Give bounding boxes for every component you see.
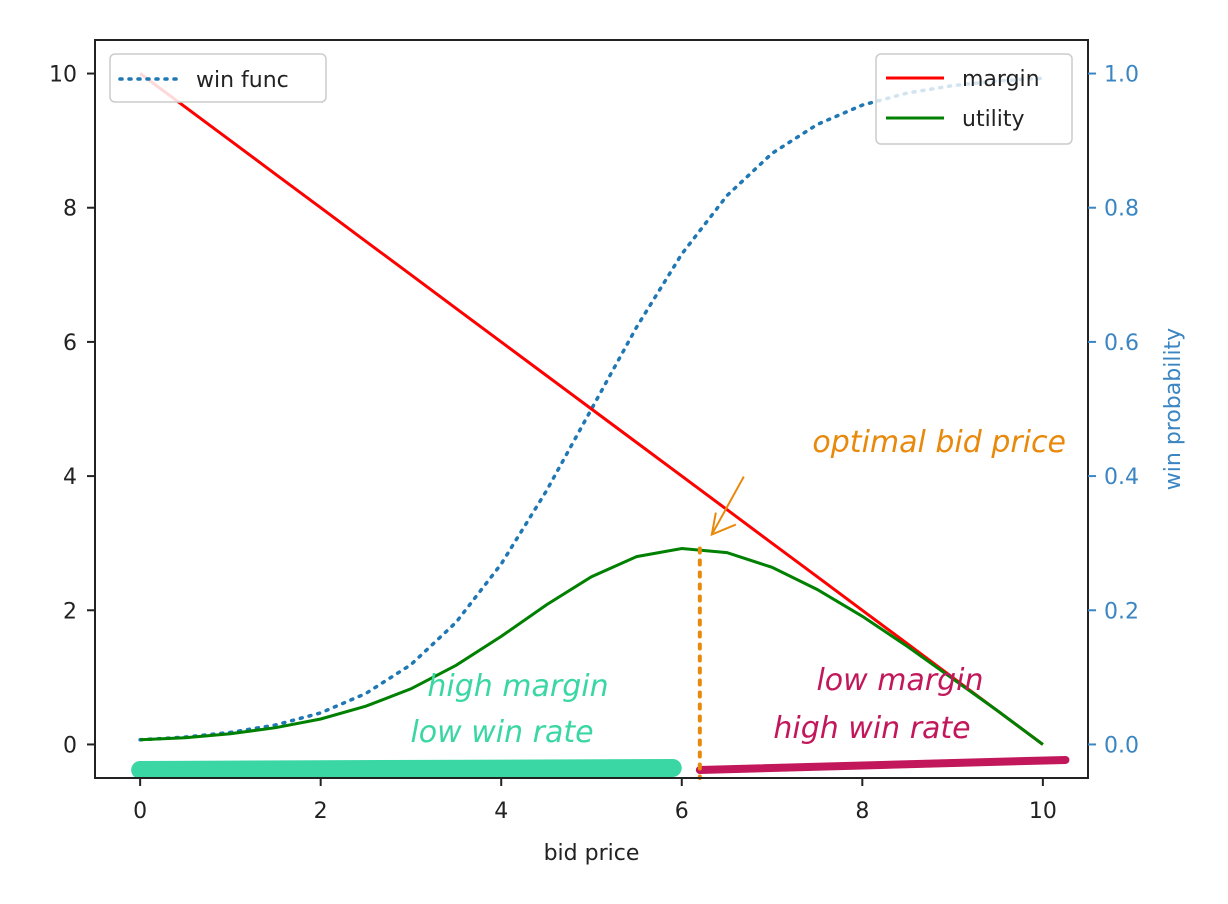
y-tick-label: 0: [63, 733, 77, 758]
y-tick-label: 8: [63, 197, 77, 222]
x-tick-label: 4: [494, 799, 508, 824]
x-tick-label: 8: [855, 799, 869, 824]
right-y-tick-label: 0.4: [1104, 465, 1139, 490]
legend-label-margin: margin: [962, 67, 1040, 92]
optimal-bid-arrow: [710, 476, 745, 536]
low-win-rate-label: low win rate: [410, 715, 593, 750]
high-margin-label: high margin: [427, 669, 608, 704]
legend-label-utility: utility: [962, 107, 1025, 132]
x-axis-label: bid price: [544, 841, 640, 866]
annotations: optimal bid price high margin low win rate…: [410, 425, 1066, 780]
optimal-bid-arrowhead: [710, 512, 737, 537]
series-line-win-func: [138, 76, 1045, 742]
x-tick-label: 6: [675, 799, 689, 824]
right-y-tick-label: 0.0: [1104, 733, 1139, 758]
y-tick-label: 6: [63, 331, 77, 356]
right-y-tick-label: 0.2: [1104, 599, 1139, 624]
plot-frame: [94, 39, 1089, 779]
series-line-utility: [140, 546, 1044, 746]
optimal-bid-label: optimal bid price: [812, 425, 1066, 460]
right-y-tick-label: 0.6: [1104, 331, 1139, 356]
series-lines: [138, 72, 1045, 746]
y-tick-label: 2: [63, 599, 77, 624]
legend-box-left: [109, 53, 327, 103]
axis-ticks: 0 2 4 6 8 10 0 2 4 6 8 10 0.0 0.2 0.4 0.6 0.8 1.0: [49, 63, 1139, 824]
x-tick-label: 0: [133, 799, 147, 824]
x-tick-label: 2: [314, 799, 328, 824]
right-y-axis-label: win probability: [1161, 328, 1186, 490]
x-tick-label: 10: [1029, 799, 1057, 824]
low-margin-label: low margin: [816, 663, 983, 698]
right-y-tick-label: 0.8: [1104, 197, 1139, 222]
legend-label-win-func: win func: [196, 68, 289, 93]
high-margin-band: [131, 758, 682, 779]
right-y-tick-label: 1.0: [1104, 63, 1139, 88]
low-margin-band: [695, 755, 1070, 774]
legends: win func margin utility: [109, 53, 1073, 145]
high-win-rate-label: high win rate: [773, 711, 970, 746]
series-line-margin: [139, 72, 1044, 746]
y-tick-label: 4: [63, 465, 77, 490]
highlight-bands: [131, 755, 1070, 779]
y-tick-label: 10: [49, 63, 77, 88]
